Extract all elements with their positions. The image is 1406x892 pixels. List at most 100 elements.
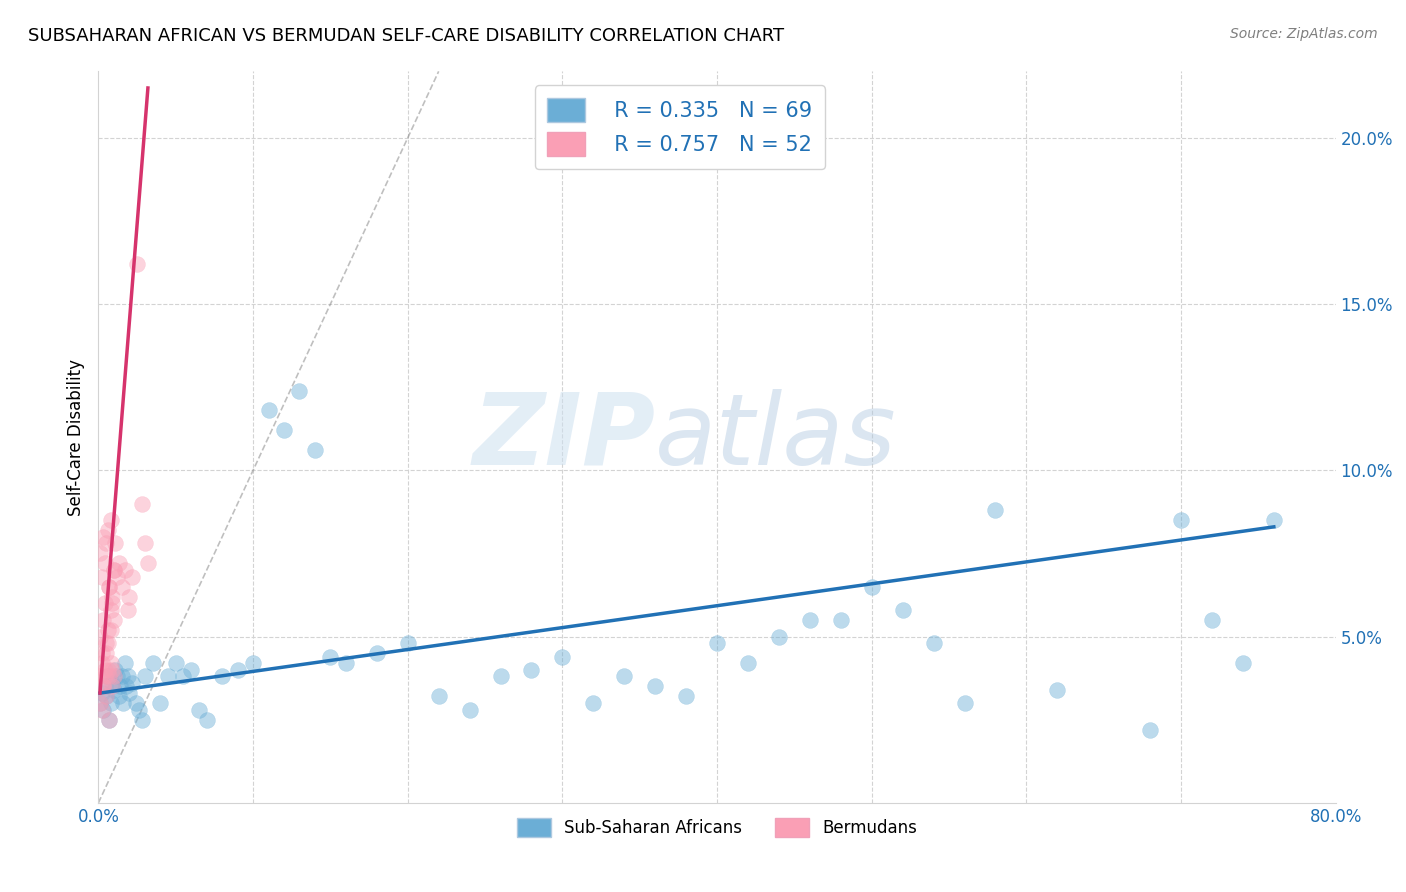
Point — [304, 443, 326, 458]
Point — [90, 646, 112, 660]
Point — [100, 696, 122, 710]
Point — [101, 590, 124, 604]
Point — [101, 596, 124, 610]
Point — [103, 669, 125, 683]
Text: Source: ZipAtlas.com: Source: ZipAtlas.com — [1230, 27, 1378, 41]
Point — [117, 603, 139, 617]
Point — [101, 680, 124, 694]
Point — [157, 669, 180, 683]
Point — [121, 676, 143, 690]
Point — [706, 636, 728, 650]
Point — [188, 703, 211, 717]
Point — [115, 680, 138, 694]
Point — [1046, 682, 1069, 697]
Point — [830, 613, 852, 627]
Point — [103, 563, 125, 577]
Point — [114, 563, 136, 577]
Point — [112, 696, 135, 710]
Point — [96, 690, 118, 704]
Point — [91, 530, 114, 544]
Point — [211, 669, 233, 683]
Point — [101, 676, 124, 690]
Point — [860, 580, 883, 594]
Point — [226, 663, 249, 677]
Point — [107, 690, 129, 704]
Point — [100, 603, 122, 617]
Point — [242, 656, 264, 670]
Point — [335, 656, 357, 670]
Point — [93, 680, 115, 694]
Point — [89, 696, 111, 710]
Point — [96, 690, 118, 704]
Point — [396, 636, 419, 650]
Point — [91, 680, 114, 694]
Point — [96, 646, 118, 660]
Point — [104, 536, 127, 550]
Point — [257, 403, 280, 417]
Point — [489, 669, 512, 683]
Point — [953, 696, 976, 710]
Point — [134, 669, 156, 683]
Point — [111, 580, 132, 594]
Point — [117, 669, 139, 683]
Point — [644, 680, 666, 694]
Point — [93, 669, 115, 683]
Point — [165, 656, 187, 670]
Point — [105, 570, 128, 584]
Point — [91, 703, 114, 717]
Point — [1232, 656, 1254, 670]
Point — [149, 696, 172, 710]
Point — [90, 570, 112, 584]
Point — [98, 713, 121, 727]
Point — [136, 557, 159, 571]
Point — [128, 703, 150, 717]
Point — [101, 663, 124, 677]
Point — [89, 546, 111, 560]
Point — [922, 636, 945, 650]
Point — [131, 497, 153, 511]
Point — [520, 663, 543, 677]
Point — [103, 682, 125, 697]
Point — [121, 570, 143, 584]
Point — [98, 669, 121, 683]
Point — [1139, 723, 1161, 737]
Point — [98, 713, 121, 727]
Point — [97, 663, 120, 677]
Point — [98, 580, 121, 594]
Point — [104, 663, 127, 677]
Point — [100, 623, 122, 637]
Point — [1201, 613, 1223, 627]
Point — [111, 669, 132, 683]
Point — [96, 636, 118, 650]
Point — [124, 696, 146, 710]
Point — [90, 703, 112, 717]
Point — [891, 603, 914, 617]
Point — [91, 680, 114, 694]
Point — [89, 669, 111, 683]
Point — [97, 636, 120, 650]
Point — [134, 536, 156, 550]
Point — [103, 613, 125, 627]
Point — [1263, 513, 1285, 527]
Point — [675, 690, 697, 704]
Point — [97, 669, 120, 683]
Point — [551, 649, 574, 664]
Point — [90, 656, 112, 670]
Point — [105, 669, 128, 683]
Point — [180, 663, 202, 677]
Point — [108, 680, 131, 694]
Text: ZIP: ZIP — [472, 389, 655, 485]
Point — [172, 669, 194, 683]
Point — [613, 669, 636, 683]
Point — [118, 590, 141, 604]
Point — [103, 563, 125, 577]
Point — [93, 663, 115, 677]
Point — [366, 646, 388, 660]
Point — [768, 630, 790, 644]
Point — [1170, 513, 1192, 527]
Point — [100, 513, 122, 527]
Point — [97, 523, 120, 537]
Point — [98, 580, 121, 594]
Point — [107, 557, 129, 571]
Point — [127, 257, 149, 271]
